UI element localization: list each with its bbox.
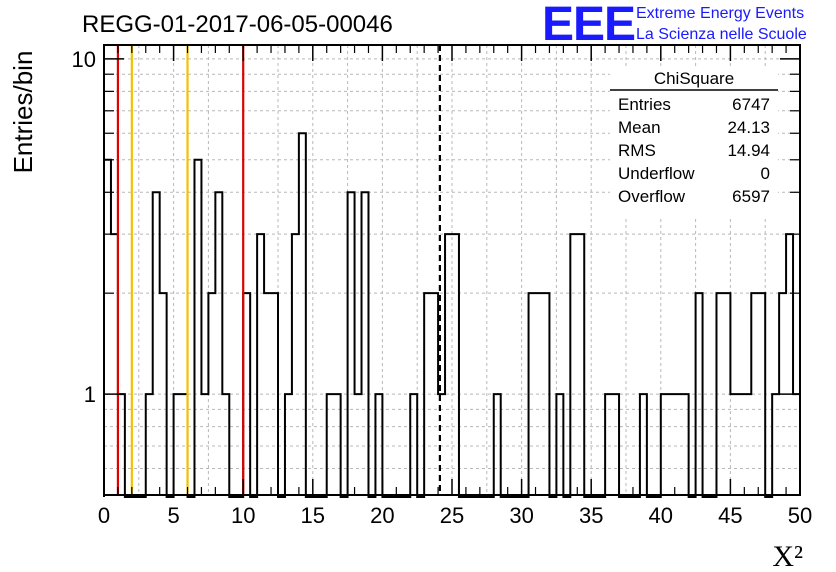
x-tick-label: 0	[98, 503, 110, 528]
x-tick-label: 20	[370, 503, 394, 528]
stats-row-value: 6597	[732, 187, 770, 206]
x-tick-label: 15	[301, 503, 325, 528]
histogram-bin	[723, 293, 730, 495]
histogram-bin	[737, 394, 744, 495]
histogram-bin	[174, 394, 181, 495]
histogram-bin	[375, 394, 382, 495]
y-axis-title: Entries/bin	[8, 51, 38, 174]
histogram-bin	[194, 160, 201, 495]
histogram-bin	[668, 394, 675, 495]
reference-lines	[116, 45, 441, 495]
histogram-bin	[696, 293, 703, 495]
x-tick-label: 35	[579, 503, 603, 528]
histogram-bin	[410, 394, 417, 495]
histogram-series	[103, 132, 800, 498]
histogram-bin	[355, 394, 362, 495]
x-tick-label: 25	[440, 503, 464, 528]
x-tick-label: 45	[718, 503, 742, 528]
histogram-bin	[570, 234, 577, 495]
histogram-step-line	[103, 132, 800, 498]
stats-box: ChiSquare Entries 6747 Mean 24.13 RMS 14.94 Un…	[610, 66, 778, 216]
histogram-bin	[744, 394, 751, 495]
y-tick-label: 10	[72, 47, 96, 72]
histogram-bin	[772, 394, 779, 495]
histogram-bin	[452, 234, 459, 495]
histogram-bin	[431, 293, 438, 495]
stats-title: ChiSquare	[654, 69, 734, 88]
histogram-bin	[542, 293, 549, 495]
histogram-bin	[146, 394, 153, 495]
x-tick-label: 40	[649, 503, 673, 528]
stats-box-background	[610, 66, 778, 216]
histogram-bin	[786, 234, 793, 495]
histogram-bin	[208, 293, 215, 495]
histogram-bin	[536, 293, 543, 495]
stats-row-value: 6747	[732, 95, 770, 114]
x-tick-label: 10	[231, 503, 255, 528]
stats-row-label: Underflow	[618, 164, 695, 183]
histogram-bin	[445, 234, 452, 495]
stats-row-label: RMS	[618, 141, 656, 160]
histogram-bin	[292, 234, 299, 495]
x-tick-label: 50	[788, 503, 812, 528]
histogram-bin	[716, 293, 723, 495]
histogram-bin	[494, 394, 501, 495]
histogram-bin	[201, 394, 208, 495]
histogram-bin	[160, 293, 167, 495]
histogram-bin	[556, 394, 563, 495]
histogram-bin	[640, 394, 647, 495]
brand-logo: EEE	[542, 0, 635, 51]
histogram-bin	[215, 192, 222, 495]
histogram-bin	[327, 394, 334, 495]
histogram-bin	[257, 234, 264, 495]
brand-block: EEE Extreme Energy Events La Scienza nel…	[542, 0, 807, 51]
histogram-bin	[264, 293, 271, 495]
histogram-bin	[334, 394, 341, 495]
stats-row-label: Entries	[618, 95, 671, 114]
stats-row-label: Mean	[618, 118, 661, 137]
histogram-bin	[605, 394, 612, 495]
histogram-bin	[153, 192, 160, 495]
histogram-bin	[271, 293, 278, 495]
x-tick-label: 5	[167, 503, 179, 528]
histogram-bin	[612, 394, 619, 495]
brand-line-1: Extreme Energy Events	[636, 5, 804, 22]
axis-ticks: 0 5 10 15 20 25 30 35 40 45 50 1 10	[72, 45, 812, 528]
histogram-bin	[661, 394, 668, 495]
stats-row-label: Overflow	[618, 187, 686, 206]
chart-title: REGG-01-2017-06-05-00046	[82, 11, 393, 38]
histogram-bin	[682, 394, 689, 495]
histogram-bin	[529, 293, 536, 495]
histogram-bin	[793, 394, 800, 495]
histogram-bin	[758, 293, 765, 495]
histogram-bin	[730, 394, 737, 495]
brand-line-2: La Scienza nelle Scuole	[636, 26, 807, 43]
histogram-bin	[104, 160, 111, 495]
histogram-bin	[424, 293, 431, 495]
histogram-bin	[222, 394, 229, 495]
stats-row-value: 24.13	[727, 118, 770, 137]
stats-row-value: 0	[761, 164, 770, 183]
histogram-bin	[348, 192, 355, 495]
histogram-bin	[751, 293, 758, 495]
histogram-bin	[285, 394, 292, 495]
histogram-bin	[577, 234, 584, 495]
histogram-bin	[299, 133, 306, 495]
x-tick-label: 30	[509, 503, 533, 528]
histogram-bin	[362, 192, 369, 495]
histogram-bin	[675, 394, 682, 495]
stats-row-value: 14.94	[727, 141, 770, 160]
x-axis-title: X²	[772, 540, 803, 572]
y-tick-label: 1	[84, 382, 96, 407]
